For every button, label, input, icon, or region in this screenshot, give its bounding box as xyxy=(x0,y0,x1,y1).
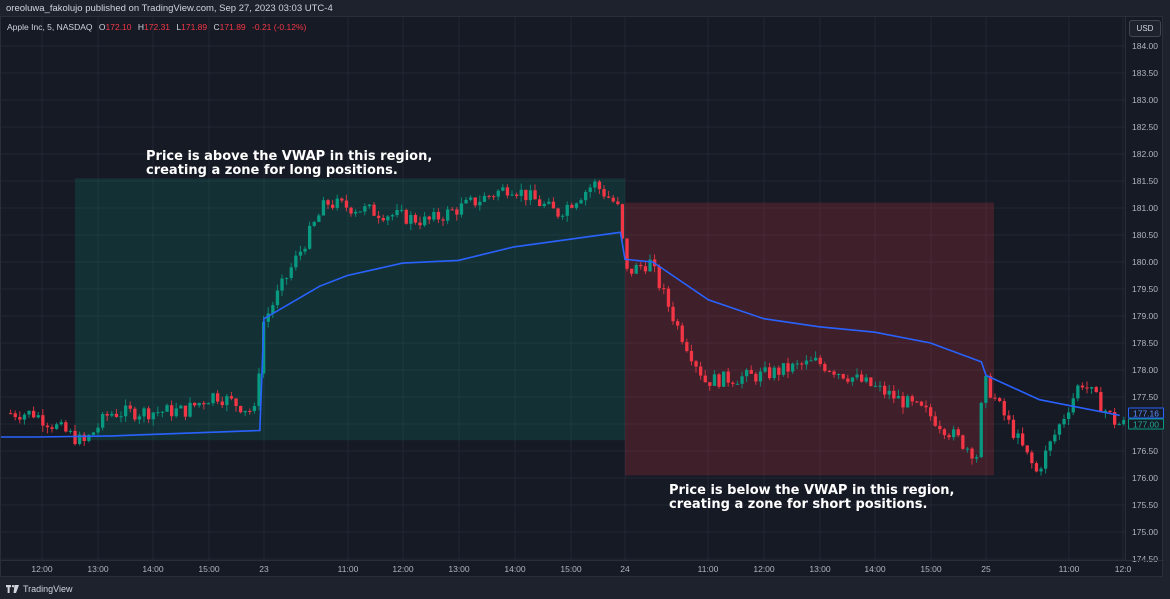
price-tick: 184.00 xyxy=(1132,41,1158,51)
time-tick: 12:0 xyxy=(1114,564,1132,574)
price-tick: 181.00 xyxy=(1132,203,1158,213)
close-label: C xyxy=(213,22,220,32)
price-tick: 180.00 xyxy=(1132,257,1158,267)
time-tick: 25 xyxy=(981,564,991,574)
price-tick: 179.00 xyxy=(1132,311,1158,321)
price-tick: 183.50 xyxy=(1132,68,1158,78)
price-tick: 183.00 xyxy=(1132,95,1158,105)
price-tick: 181.50 xyxy=(1132,176,1158,186)
time-tick: 14:00 xyxy=(142,564,164,574)
long-zone-rectangle[interactable] xyxy=(75,178,625,441)
symbol-legend: Apple Inc, 5, NASDAQ O172.10 H172.31 L17… xyxy=(7,22,306,32)
vwap-price-label: 177.16 xyxy=(1128,407,1164,419)
low-value: 171.89 xyxy=(181,22,208,32)
time-tick: 11:00 xyxy=(1058,564,1080,574)
short-zone-rectangle[interactable] xyxy=(625,202,994,476)
vwap-line[interactable] xyxy=(1,231,1120,438)
time-tick: 14:00 xyxy=(864,564,886,574)
open-label: O xyxy=(98,22,106,32)
plot-area[interactable]: Apple Inc, 5, NASDAQ O172.10 H172.31 L17… xyxy=(1,17,1125,560)
currency-button[interactable]: USD xyxy=(1129,20,1161,37)
publication-info: oreoluwa_fakolujo published on TradingVi… xyxy=(6,3,333,14)
long-zone-text-line-2: creating a zone for long positions. xyxy=(146,163,398,178)
short-zone-annotation[interactable]: Price is below the VWAP in this region, … xyxy=(669,484,955,512)
time-tick: 23 xyxy=(259,564,269,574)
symbol-name: Apple Inc, 5, NASDAQ xyxy=(7,22,93,32)
time-tick: 24 xyxy=(620,564,630,574)
price-tick: 182.00 xyxy=(1132,149,1158,159)
price-tick: 174.50 xyxy=(1132,554,1158,564)
short-zone-text-line-2: creating a zone for short positions. xyxy=(669,497,928,512)
price-tick: 177.50 xyxy=(1132,392,1158,402)
price-tick: 179.50 xyxy=(1132,284,1158,294)
time-tick: 13:00 xyxy=(448,564,470,574)
time-tick: 11:00 xyxy=(697,564,719,574)
time-tick: 13:00 xyxy=(87,564,109,574)
high-value: 172.31 xyxy=(144,22,171,32)
close-value: 171.89 xyxy=(219,22,246,32)
time-axis[interactable]: 12:00 13:00 14:00 15:00 23 11:00 12:00 13:00 14:… xyxy=(1,560,1164,578)
price-tick: 178.00 xyxy=(1132,365,1158,375)
price-tick: 175.00 xyxy=(1132,527,1158,537)
footer: TradingView xyxy=(6,583,73,595)
low-label: L xyxy=(176,22,182,32)
time-tick: 11:00 xyxy=(337,564,359,574)
chart-panel[interactable]: Apple Inc, 5, NASDAQ O172.10 H172.31 L17… xyxy=(0,16,1164,578)
price-axis[interactable]: USD 184.00 183.50 183.00 182.50 182.00 181.50… xyxy=(1125,17,1164,564)
time-tick: 14:00 xyxy=(504,564,526,574)
candlestick-chart[interactable] xyxy=(1,17,1125,560)
last-price-label: 177.00 xyxy=(1128,418,1164,430)
short-zone-text-line-1: Price is below the VWAP in this region, xyxy=(669,483,955,498)
time-tick: 13:00 xyxy=(809,564,831,574)
brand-name: TradingView xyxy=(23,584,73,594)
time-tick: 12:00 xyxy=(753,564,775,574)
time-tick: 15:00 xyxy=(920,564,942,574)
price-tick: 176.50 xyxy=(1132,446,1158,456)
change-value: -0.21 (-0.12%) xyxy=(252,22,307,32)
high-label: H xyxy=(137,22,145,32)
long-zone-text-line-1: Price is above the VWAP in this region, xyxy=(146,149,433,164)
time-tick: 12:00 xyxy=(31,564,53,574)
open-value: 172.10 xyxy=(105,22,132,32)
time-tick: 15:00 xyxy=(560,564,582,574)
price-tick: 182.50 xyxy=(1132,122,1158,132)
price-tick: 180.50 xyxy=(1132,230,1158,240)
price-tick: 175.50 xyxy=(1132,500,1158,510)
long-zone-annotation[interactable]: Price is above the VWAP in this region, … xyxy=(146,150,432,178)
price-tick: 178.50 xyxy=(1132,338,1158,348)
time-tick: 15:00 xyxy=(198,564,220,574)
tradingview-logo-icon xyxy=(6,585,19,593)
time-tick: 12:00 xyxy=(392,564,414,574)
price-tick: 176.00 xyxy=(1132,473,1158,483)
